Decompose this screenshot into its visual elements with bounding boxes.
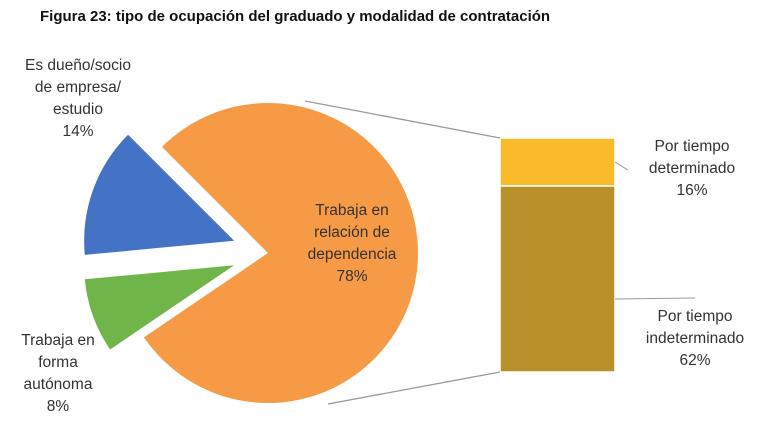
leader-line: [614, 161, 629, 171]
bar-segment: [499, 185, 616, 373]
bar-value-label: 62%: [679, 352, 711, 369]
pie-slice: [84, 134, 235, 255]
slice-value-label: 78%: [336, 268, 368, 285]
slice-label: Trabaja en forma autónoma: [21, 332, 95, 393]
leader-line: [614, 297, 696, 300]
slice-value-label: 14%: [62, 123, 94, 140]
bar-label: Por tiempo indeterminado: [645, 308, 745, 347]
slice-label: Es dueño/socio de empresa/ estudio: [25, 57, 131, 118]
bar-value-label: 16%: [676, 182, 708, 199]
connector-line: [304, 100, 501, 139]
pie-slice: [84, 265, 235, 350]
slice-value-label: 8%: [46, 398, 70, 415]
bar-label: Por tiempo determinado: [648, 138, 736, 177]
bar-segment: [499, 137, 616, 187]
slice-label: Trabaja en relación de dependencia: [307, 202, 397, 263]
chart-title: Figura 23: tipo de ocupación del graduad…: [40, 8, 551, 25]
connector-line: [327, 371, 501, 405]
pie-slice: [143, 103, 418, 404]
